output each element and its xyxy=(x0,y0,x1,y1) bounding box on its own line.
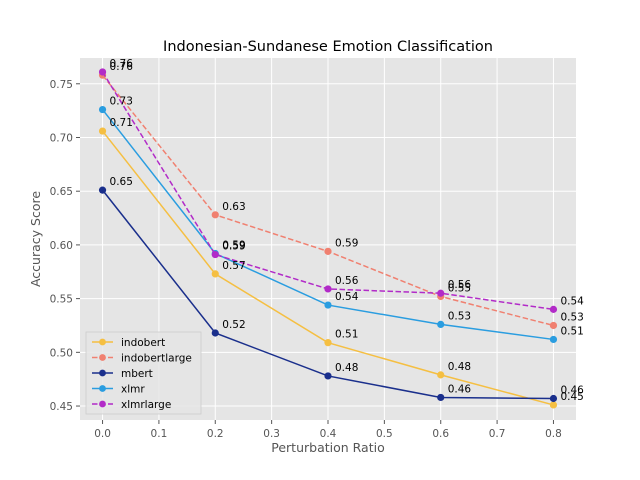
data-label-indobertlarge: 0.63 xyxy=(222,201,245,213)
x-tick-label: 0.5 xyxy=(376,428,393,440)
data-label-mbert: 0.52 xyxy=(222,319,245,331)
data-point-xlmr xyxy=(98,105,107,114)
legend-label-xlmrlarge: xlmrlarge xyxy=(121,399,171,411)
x-tick-label: 0.4 xyxy=(320,428,337,440)
legend-marker-indobert xyxy=(99,338,106,346)
y-tick-label: 0.75 xyxy=(50,79,73,91)
x-tick-label: 0.0 xyxy=(94,428,111,440)
legend-label-indobert: indobert xyxy=(121,337,165,349)
data-point-xlmrlarge xyxy=(324,285,332,293)
data-labels: 0.71 0.57 0.51 0.48 0.45 0.76 0.63 0.59 0.55 0.53… xyxy=(110,58,585,403)
data-label-indobert: 0.71 xyxy=(110,117,133,129)
x-tick-label: 0.3 xyxy=(263,428,280,440)
data-label-xlmr: 0.73 xyxy=(110,96,133,108)
data-label-xlmrlarge: 0.76 xyxy=(110,58,134,70)
legend-label-indobertlarge: indobertlarge xyxy=(121,353,192,365)
x-tick-label: 0.7 xyxy=(489,428,506,440)
legend: indobert indobertlarge mbert xlmr xlmrlarge xyxy=(85,331,202,415)
y-tick-label: 0.50 xyxy=(50,347,73,359)
data-label-indobertlarge: 0.59 xyxy=(335,237,358,249)
data-point-xlmrlarge xyxy=(98,68,107,76)
data-label-indobertlarge: 0.53 xyxy=(560,311,583,323)
data-point-indobertlarge xyxy=(324,247,332,255)
data-point-mbert xyxy=(549,394,558,403)
data-label-indobert: 0.51 xyxy=(335,329,358,341)
grid xyxy=(80,58,576,420)
y-tick-label: 0.45 xyxy=(50,401,73,413)
data-label-mbert: 0.46 xyxy=(560,385,584,397)
data-point-mbert xyxy=(98,186,107,194)
data-label-indobert: 0.48 xyxy=(448,361,471,373)
data-point-xlmr xyxy=(324,301,332,309)
legend-marker-mbert xyxy=(99,369,106,377)
data-point-indobert xyxy=(437,371,445,379)
axis-ticks: 0.0 0.1 0.2 0.3 0.4 0.5 0.6 0.7 0.80.450.500.550… xyxy=(50,79,562,440)
chart-title: Indonesian-Sundanese Emotion Classificat… xyxy=(163,39,493,55)
data-label-indobertlarge: 0.76 xyxy=(110,61,134,73)
data-point-mbert xyxy=(437,393,445,402)
data-label-xlmrlarge: 0.54 xyxy=(560,295,584,307)
data-point-xlmr xyxy=(549,335,558,344)
y-axis-label: Accuracy Score xyxy=(28,191,43,287)
data-point-mbert xyxy=(324,372,332,380)
data-label-xlmr: 0.51 xyxy=(560,325,583,337)
x-tick-label: 0.1 xyxy=(151,428,168,440)
data-label-mbert: 0.65 xyxy=(110,176,133,188)
data-label-xlmrlarge: 0.56 xyxy=(335,275,359,287)
data-point-indobert xyxy=(211,270,219,278)
data-label-xlmrlarge: 0.56 xyxy=(448,279,472,291)
y-tick-label: 0.70 xyxy=(50,132,73,144)
x-tick-label: 0.6 xyxy=(432,428,449,440)
y-tick-label: 0.65 xyxy=(50,186,73,198)
data-point-mbert xyxy=(211,329,219,337)
data-label-indobert: 0.57 xyxy=(222,260,245,272)
data-label-xlmr: 0.54 xyxy=(335,291,359,303)
data-point-indobert xyxy=(98,127,107,135)
legend-label-xlmr: xlmr xyxy=(121,384,145,396)
data-point-xlmrlarge xyxy=(437,289,445,297)
data-point-indobertlarge xyxy=(549,321,558,330)
legend-marker-xlmr xyxy=(99,385,106,392)
data-point-xlmrlarge xyxy=(549,305,558,313)
data-label-xlmrlarge: 0.59 xyxy=(222,241,245,253)
data-label-xlmr: 0.59 xyxy=(222,240,245,252)
x-tick-label: 0.8 xyxy=(545,428,562,440)
legend-marker-xlmrlarge xyxy=(99,400,106,408)
data-point-indobertlarge xyxy=(211,211,219,219)
data-point-xlmr xyxy=(437,320,445,328)
data-point-xlmrlarge xyxy=(211,250,219,259)
data-label-indobertlarge: 0.55 xyxy=(448,282,471,294)
legend-marker-indobertlarge xyxy=(99,354,106,361)
data-point-indobert xyxy=(324,339,332,347)
series-layer xyxy=(98,68,558,409)
x-axis-label: Perturbation Ratio xyxy=(271,440,385,455)
data-label-xlmr: 0.53 xyxy=(448,310,471,322)
y-tick-label: 0.60 xyxy=(50,240,73,252)
data-label-mbert: 0.48 xyxy=(335,362,358,374)
y-tick-label: 0.55 xyxy=(50,294,73,306)
x-tick-label: 0.2 xyxy=(207,428,224,440)
data-point-indobert xyxy=(549,401,558,409)
data-label-indobert: 0.45 xyxy=(560,391,583,403)
data-label-mbert: 0.46 xyxy=(448,383,472,395)
legend-label-mbert: mbert xyxy=(121,368,153,380)
